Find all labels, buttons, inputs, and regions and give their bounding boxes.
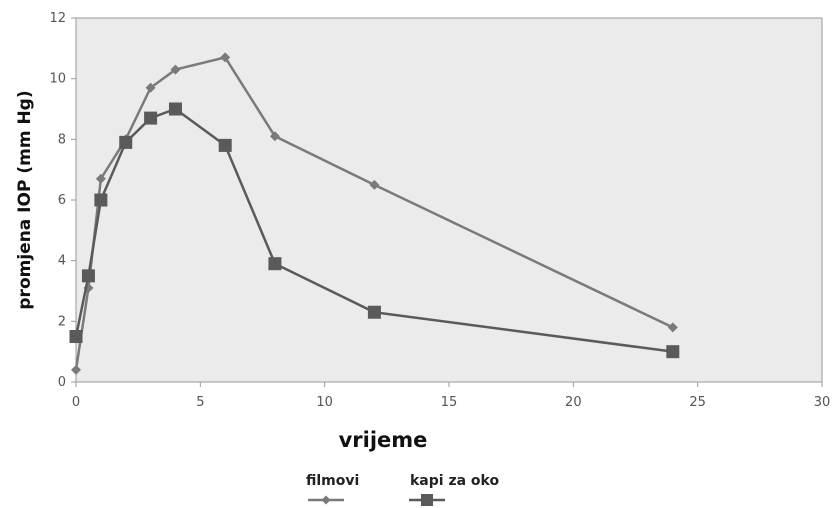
y-tick-label: 10 <box>49 72 66 87</box>
data-point <box>95 173 106 184</box>
series-line <box>74 107 673 353</box>
x-axis-title: vrijeme <box>339 428 428 452</box>
legend-marker-kapi-za-oko <box>409 494 445 506</box>
y-tick-label: 8 <box>58 132 66 147</box>
data-point <box>168 102 182 116</box>
x-tick-label: 25 <box>689 395 706 410</box>
x-tick-label: 20 <box>565 395 582 410</box>
data-point <box>94 193 108 207</box>
x-tick-label: 30 <box>814 395 831 410</box>
y-axis-ticks: 0 2 4 6 8 10 12 <box>49 11 76 390</box>
x-axis-ticks: 0 5 10 15 20 25 30 <box>72 382 830 410</box>
data-point <box>667 322 678 333</box>
data-point <box>69 330 83 343</box>
series-kapi-za-oko <box>69 102 680 359</box>
legend-marker-filmovi <box>308 495 344 505</box>
x-tick-label: 0 <box>72 395 80 410</box>
y-tick-label: 6 <box>58 193 66 208</box>
series-layer <box>69 52 680 375</box>
legend-symbol <box>321 495 331 505</box>
data-point <box>220 52 231 63</box>
data-point <box>367 305 381 319</box>
plot-area <box>75 17 823 383</box>
data-point <box>666 345 680 359</box>
data-point <box>369 179 380 190</box>
legend-symbol <box>421 494 433 506</box>
x-tick-label: 5 <box>196 395 204 410</box>
data-point <box>269 131 280 142</box>
y-tick-label: 2 <box>58 314 66 329</box>
data-point <box>144 111 158 125</box>
data-point <box>268 257 282 271</box>
x-tick-label: 15 <box>441 395 458 410</box>
data-point <box>218 138 232 152</box>
legend: filmovi kapi za oko <box>306 473 499 506</box>
legend-label-kapi-za-oko: kapi za oko <box>410 473 499 489</box>
y-tick-label: 4 <box>58 254 66 269</box>
y-axis-title: promjena IOP (mm Hg) <box>15 90 35 309</box>
x-tick-label: 10 <box>316 395 333 410</box>
data-point <box>71 364 81 375</box>
data-point <box>145 82 156 93</box>
data-point <box>119 135 133 149</box>
legend-label-filmovi: filmovi <box>306 473 359 489</box>
y-tick-label: 0 <box>58 375 66 390</box>
y-tick-label: 12 <box>49 11 66 26</box>
data-point <box>81 269 95 283</box>
data-point <box>170 64 181 75</box>
